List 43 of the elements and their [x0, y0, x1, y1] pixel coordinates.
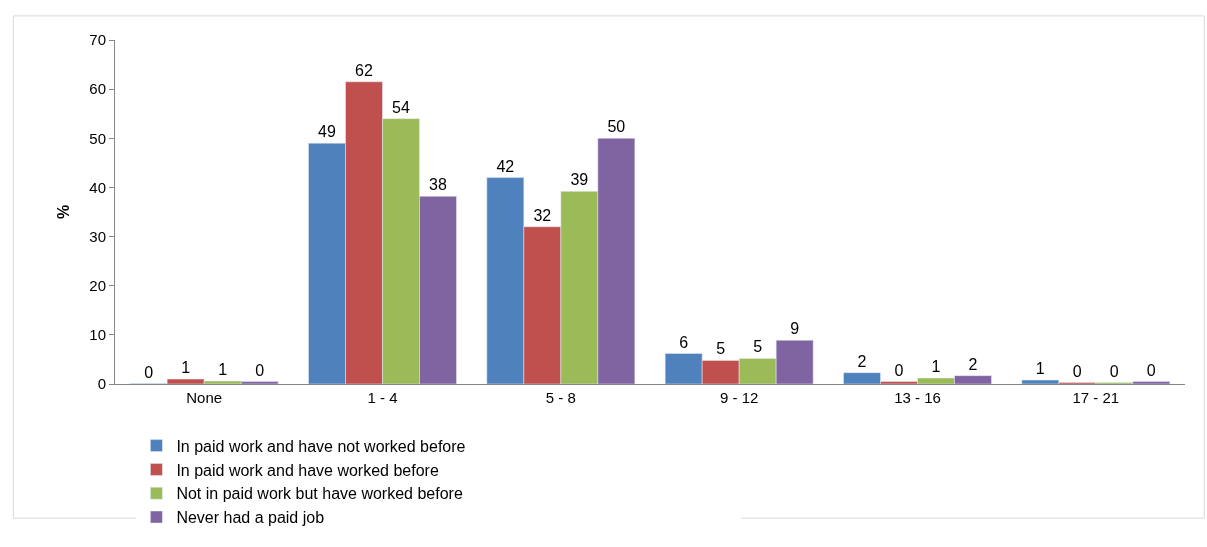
y-tick-label: 50	[89, 129, 106, 147]
y-tick-label: 70	[89, 31, 106, 49]
y-tick-label: 20	[89, 276, 106, 294]
x-tick-label: 13 - 16	[894, 389, 941, 406]
x-tick-label: 5 - 8	[545, 389, 576, 406]
data-label: 32	[533, 206, 552, 224]
data-label: 2	[857, 352, 867, 370]
x-tick-label: 17 - 21	[1072, 389, 1120, 406]
data-label: 1	[1035, 360, 1045, 378]
data-label: 38	[429, 176, 447, 194]
data-label: 5	[716, 340, 726, 358]
data-label: 9	[790, 320, 800, 338]
data-label: 0	[1109, 362, 1119, 380]
data-label: 42	[496, 157, 515, 175]
y-tick-label: 10	[89, 326, 106, 344]
x-tick-label: 1 - 4	[367, 389, 398, 406]
data-label: 49	[318, 123, 336, 141]
data-label: 0	[1146, 361, 1156, 379]
data-label: 62	[355, 61, 373, 79]
x-tick-label: 9 - 12	[719, 389, 759, 406]
data-label: 1	[218, 361, 228, 379]
y-tick-label: 60	[89, 80, 106, 98]
y-axis-title: %	[55, 204, 73, 220]
legend-label: In paid work and have worked before	[176, 461, 439, 479]
legend-label: In paid work and have not worked before	[176, 437, 466, 455]
legend-label: Never had a paid job	[176, 509, 325, 527]
data-label: 1	[931, 358, 941, 376]
data-label: 50	[607, 118, 626, 136]
data-label: 39	[570, 171, 589, 189]
data-label: 0	[894, 361, 904, 379]
data-label: 54	[392, 98, 410, 116]
data-label: 0	[255, 361, 265, 379]
data-label: 2	[968, 355, 978, 373]
y-tick-label: 40	[89, 178, 106, 196]
data-label: 6	[679, 333, 689, 351]
legend-label: Not in paid work but have worked before	[176, 485, 463, 503]
data-label: 1	[181, 359, 191, 377]
y-tick-label: 0	[97, 375, 106, 393]
x-tick-label: None	[186, 389, 223, 406]
y-tick-label: 30	[89, 227, 106, 245]
data-label: 0	[144, 363, 154, 381]
data-label: 5	[753, 338, 763, 356]
data-label: 0	[1072, 362, 1082, 380]
